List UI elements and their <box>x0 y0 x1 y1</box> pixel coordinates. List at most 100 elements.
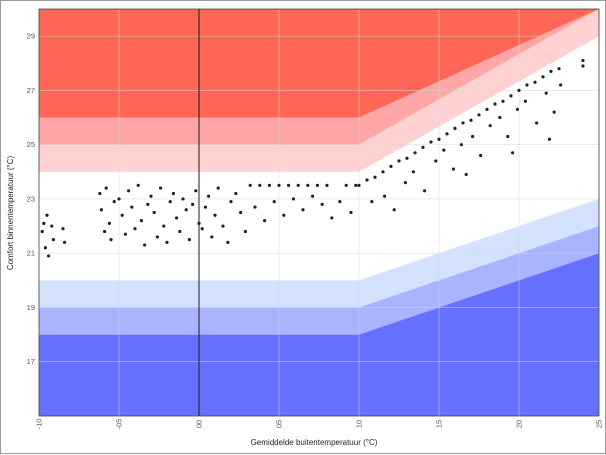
x-tick-label: 15 <box>434 420 443 428</box>
data-point <box>191 202 195 206</box>
data-point <box>471 134 475 139</box>
data-point <box>498 115 502 120</box>
data-point <box>544 91 548 95</box>
data-point <box>464 172 468 177</box>
data-point <box>272 200 276 204</box>
data-point <box>325 183 329 187</box>
y-tick-label: 19 <box>27 303 35 312</box>
data-point <box>221 224 225 228</box>
data-point <box>541 75 545 79</box>
data-point <box>263 219 267 223</box>
data-point <box>146 202 150 206</box>
data-point <box>493 102 497 106</box>
data-point <box>403 181 407 185</box>
data-point <box>267 183 271 187</box>
data-point <box>581 64 585 68</box>
data-point <box>109 238 113 242</box>
data-point <box>200 227 204 231</box>
data-point <box>552 110 556 114</box>
data-point <box>485 107 489 111</box>
data-point <box>301 208 305 212</box>
data-point <box>354 183 358 187</box>
data-point <box>373 175 377 179</box>
data-point <box>181 197 185 201</box>
band-warm-2 <box>39 9 599 145</box>
data-point <box>152 210 156 215</box>
data-point <box>381 170 385 174</box>
data-point <box>61 227 65 231</box>
data-point <box>533 80 537 84</box>
y-tick-label: 17 <box>27 357 35 366</box>
data-point <box>210 235 214 239</box>
y-tick-label: 27 <box>27 86 35 95</box>
data-point <box>207 194 211 198</box>
data-point <box>515 107 520 111</box>
data-point <box>365 178 369 182</box>
data-point <box>549 69 553 74</box>
data-point <box>162 224 166 228</box>
data-point <box>155 235 159 239</box>
data-point <box>184 208 188 212</box>
band-cool-3 <box>39 253 599 416</box>
x-tick-label: 10 <box>354 420 363 428</box>
band-cool-1 <box>39 198 599 308</box>
data-point <box>451 167 455 171</box>
data-point <box>501 99 505 103</box>
data-point <box>315 183 319 187</box>
data-point <box>349 210 353 215</box>
y-axis-label: Comfort binnentemperatuur (°C) <box>6 155 15 270</box>
data-point <box>488 124 492 128</box>
data-point <box>392 208 396 212</box>
y-tick-label: 21 <box>27 249 35 258</box>
data-point <box>40 229 44 234</box>
data-point <box>411 170 415 174</box>
data-point <box>389 164 393 168</box>
data-point <box>547 137 552 141</box>
data-point <box>42 221 46 225</box>
data-point <box>445 132 449 136</box>
y-tick-label: 25 <box>27 140 35 149</box>
data-point <box>437 137 441 141</box>
data-point <box>413 151 417 155</box>
data-point <box>581 58 585 63</box>
data-point <box>117 197 121 201</box>
data-point <box>197 221 201 225</box>
data-point <box>120 213 124 217</box>
data-point <box>535 121 539 125</box>
data-point <box>357 183 361 187</box>
data-point <box>320 202 324 206</box>
data-point <box>130 205 134 209</box>
data-point <box>523 99 528 103</box>
data-point <box>370 200 374 204</box>
data-point <box>311 194 315 198</box>
data-point <box>405 156 409 160</box>
data-point <box>123 232 127 236</box>
data-point <box>229 200 233 204</box>
data-point <box>127 189 131 193</box>
data-point <box>421 145 425 149</box>
x-tick-label: 05 <box>274 420 283 428</box>
data-point <box>159 186 163 190</box>
comfort-bands <box>39 9 599 416</box>
data-point <box>168 200 172 204</box>
data-point <box>112 200 116 204</box>
x-tick-label: -10 <box>34 419 43 430</box>
data-point <box>47 254 51 258</box>
data-point <box>511 151 515 155</box>
plot-border <box>38 8 600 417</box>
data-point <box>194 189 198 193</box>
data-point <box>45 213 49 217</box>
data-point <box>506 134 510 139</box>
data-point <box>139 219 143 223</box>
data-point <box>306 183 310 187</box>
data-point <box>277 183 281 187</box>
data-point <box>469 118 473 122</box>
data-point <box>63 240 67 244</box>
data-point <box>453 126 457 130</box>
data-point <box>104 186 108 190</box>
data-point <box>51 238 56 242</box>
data-point <box>175 216 179 220</box>
data-point <box>239 210 243 215</box>
